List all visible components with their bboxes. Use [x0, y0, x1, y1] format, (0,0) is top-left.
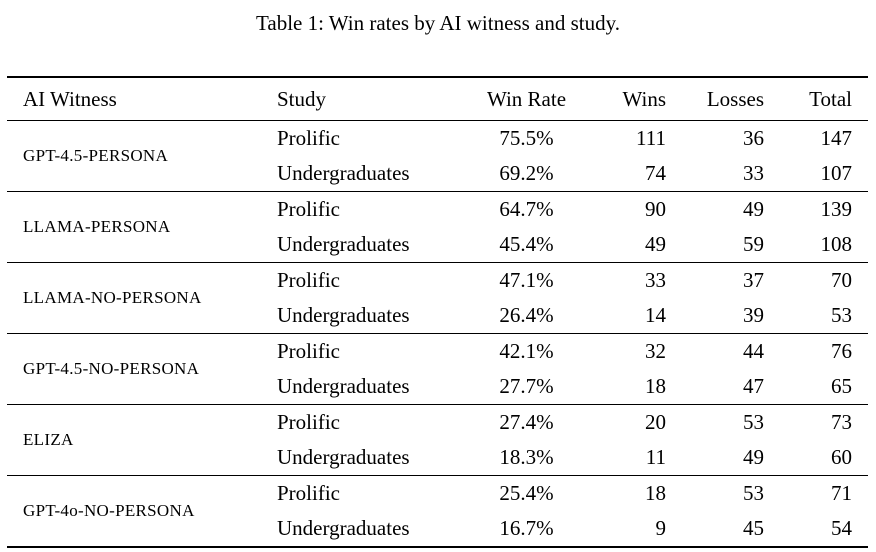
total-cell: 53	[831, 303, 852, 327]
total-cell: 147	[820, 126, 853, 150]
losses-cell: 36	[743, 126, 764, 150]
witness-name: LLAMA-PERSONA	[23, 217, 171, 236]
losses-cell: 37	[743, 268, 764, 292]
study-cell: Undergraduates	[277, 161, 410, 185]
study-cell: Undergraduates	[277, 232, 410, 256]
witness-name: LLAMA-NO-PERSONA	[23, 288, 202, 307]
study-cell: Undergraduates	[277, 374, 410, 398]
study-cell: Prolific	[277, 268, 340, 292]
table-row: Undergraduates 18.3% 11 49 60	[7, 440, 868, 476]
table-header-row: AI Witness Study Win Rate Wins Losses To…	[7, 77, 868, 121]
table-row: LLAMA-NO-PERSONA Prolific 47.1% 33 37 70	[7, 263, 868, 307]
win-rate-cell: 45.4%	[499, 232, 554, 256]
table-row: GPT-4o-NO-PERSONA Prolific 25.4% 18 53 7…	[7, 476, 868, 520]
study-cell: Prolific	[277, 197, 340, 221]
study-cell: Undergraduates	[277, 516, 410, 540]
losses-cell: 47	[743, 374, 764, 398]
win-rate-cell: 16.7%	[499, 516, 554, 540]
total-cell: 139	[820, 197, 853, 221]
witness-group: LLAMA-PERSONA Prolific 64.7% 90 49 139 U…	[7, 191, 868, 263]
witness-name: GPT-4.5-NO-PERSONA	[23, 359, 200, 378]
total-cell: 108	[820, 232, 853, 256]
win-rate-cell: 27.7%	[499, 374, 554, 398]
table-caption: Table 1: Win rates by AI witness and stu…	[256, 11, 620, 35]
header-ai-witness: AI Witness	[23, 86, 117, 111]
header-win-rate: Win Rate	[486, 86, 567, 111]
losses-cell: 39	[743, 303, 764, 327]
wins-cell: 32	[645, 339, 666, 363]
total-cell: 54	[831, 516, 852, 540]
win-rates-table: AI Witness Study Win Rate Wins Losses To…	[7, 76, 868, 548]
wins-cell: 49	[645, 232, 666, 256]
losses-cell: 33	[743, 161, 764, 185]
total-cell: 70	[831, 268, 852, 292]
study-cell: Prolific	[277, 339, 340, 363]
total-cell: 76	[831, 339, 852, 363]
losses-cell: 49	[743, 197, 764, 221]
wins-cell: 9	[655, 516, 667, 540]
wins-cell: 90	[645, 197, 666, 221]
witness-name: ELIZA	[23, 430, 74, 449]
wins-cell: 20	[645, 410, 666, 434]
total-cell: 73	[831, 410, 852, 434]
total-cell: 71	[831, 481, 852, 505]
win-rate-cell: 42.1%	[499, 339, 554, 363]
total-cell: 65	[831, 374, 852, 398]
win-rate-cell: 26.4%	[499, 303, 554, 327]
study-cell: Prolific	[277, 410, 340, 434]
witness-group: LLAMA-NO-PERSONA Prolific 47.1% 33 37 70…	[7, 262, 868, 334]
header-wins: Wins	[622, 86, 667, 111]
losses-cell: 59	[743, 232, 764, 256]
losses-cell: 44	[743, 339, 764, 363]
witness-name: GPT-4o-NO-PERSONA	[23, 501, 195, 520]
table-row: GPT-4.5-NO-PERSONA Prolific 42.1% 32 44 …	[7, 334, 868, 378]
witness-group: GPT-4o-NO-PERSONA Prolific 25.4% 18 53 7…	[7, 475, 868, 548]
study-cell: Prolific	[277, 126, 340, 150]
study-cell: Prolific	[277, 481, 340, 505]
witness-name: GPT-4.5-PERSONA	[23, 146, 169, 165]
losses-cell: 45	[743, 516, 764, 540]
witness-group: GPT-4.5-PERSONA Prolific 75.5% 111 36 14…	[7, 121, 868, 192]
win-rate-cell: 18.3%	[499, 445, 554, 469]
win-rate-cell: 47.1%	[499, 268, 554, 292]
losses-cell: 49	[743, 445, 764, 469]
wins-cell: 11	[645, 445, 666, 469]
losses-cell: 53	[743, 481, 764, 505]
wins-cell: 111	[636, 126, 666, 150]
wins-cell: 18	[645, 481, 666, 505]
total-cell: 60	[831, 445, 852, 469]
header-study: Study	[277, 86, 327, 111]
table-row: Undergraduates 69.2% 74 33 107	[7, 156, 868, 192]
table-row: Undergraduates 27.7% 18 47 65	[7, 369, 868, 405]
header-total: Total	[809, 86, 852, 111]
wins-cell: 33	[645, 268, 666, 292]
wins-cell: 74	[645, 161, 666, 185]
study-cell: Undergraduates	[277, 445, 410, 469]
table-row: ELIZA Prolific 27.4% 20 53 73	[7, 405, 868, 449]
win-rate-cell: 69.2%	[499, 161, 554, 185]
losses-cell: 53	[743, 410, 764, 434]
witness-group: GPT-4.5-NO-PERSONA Prolific 42.1% 32 44 …	[7, 333, 868, 405]
win-rate-cell: 75.5%	[499, 126, 554, 150]
study-cell: Undergraduates	[277, 303, 410, 327]
table-row: Undergraduates 45.4% 49 59 108	[7, 227, 868, 263]
witness-group: ELIZA Prolific 27.4% 20 53 73 Undergradu…	[7, 404, 868, 476]
win-rate-cell: 64.7%	[499, 197, 554, 221]
win-rate-cell: 25.4%	[499, 481, 554, 505]
wins-cell: 14	[645, 303, 666, 327]
win-rate-cell: 27.4%	[499, 410, 554, 434]
table-row: Undergraduates 16.7% 9 45 54	[7, 511, 868, 547]
table-row: GPT-4.5-PERSONA Prolific 75.5% 111 36 14…	[7, 121, 868, 165]
header-losses: Losses	[706, 86, 764, 111]
table-row: Undergraduates 26.4% 14 39 53	[7, 298, 868, 334]
wins-cell: 18	[645, 374, 666, 398]
total-cell: 107	[820, 161, 853, 185]
table-row: LLAMA-PERSONA Prolific 64.7% 90 49 139	[7, 192, 868, 236]
